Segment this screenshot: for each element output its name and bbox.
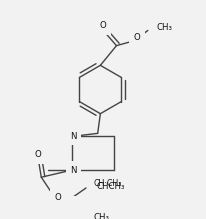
Text: O: O <box>34 150 41 159</box>
Text: O: O <box>99 21 106 30</box>
Text: CH·CH₃: CH·CH₃ <box>93 179 121 188</box>
Text: N: N <box>70 166 76 175</box>
Text: N: N <box>70 132 76 141</box>
Text: O: O <box>54 193 61 202</box>
Text: O: O <box>133 33 140 42</box>
Text: CH₃: CH₃ <box>156 23 172 32</box>
Text: CHCH₃: CHCH₃ <box>96 182 125 191</box>
Text: CH₃: CH₃ <box>93 213 109 219</box>
